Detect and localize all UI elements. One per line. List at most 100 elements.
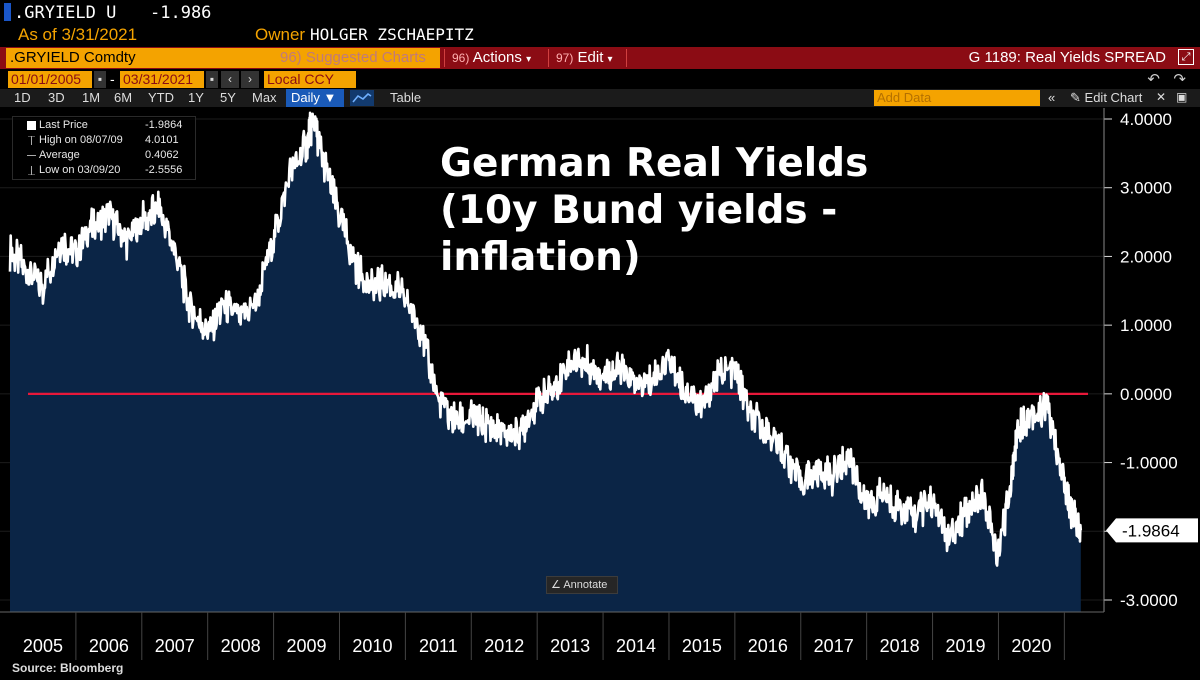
calendar-icon[interactable]: ▪ bbox=[94, 71, 106, 88]
prev-period-icon[interactable]: ‹ bbox=[221, 71, 239, 88]
x-tick-label: 2018 bbox=[880, 636, 920, 656]
x-tick-label: 2013 bbox=[550, 636, 590, 656]
header-asof-line: As of 3/31/2021 Owner HOLGER ZSCHAEPITZ bbox=[0, 24, 1200, 46]
security-field-text: .GRYIELD Comdty bbox=[10, 49, 136, 66]
calendar-icon[interactable]: ▪ bbox=[206, 71, 218, 88]
add-data-input[interactable]: Add Data bbox=[874, 90, 1040, 106]
range-6m[interactable]: 6M bbox=[114, 90, 133, 105]
currency-value: Local CCY bbox=[267, 71, 334, 87]
suggested-charts-num: 96) bbox=[280, 49, 302, 66]
edit-button[interactable]: 97) Edit ▾ bbox=[552, 48, 617, 68]
x-tick-label: 2016 bbox=[748, 636, 788, 656]
next-period-icon[interactable]: › bbox=[241, 71, 259, 88]
x-tick-label: 2007 bbox=[155, 636, 195, 656]
start-date-input[interactable]: 01/01/2005 bbox=[8, 71, 92, 88]
range-ytd[interactable]: YTD bbox=[148, 90, 174, 105]
toolbar-divider bbox=[548, 49, 549, 67]
expand-icon[interactable]: ⤢ bbox=[1178, 49, 1194, 65]
chevron-down-icon: ▾ bbox=[526, 54, 532, 65]
stat-value: -2.5556 bbox=[145, 164, 183, 176]
security-field[interactable]: .GRYIELD Comdty bbox=[6, 48, 440, 68]
series-line bbox=[8, 111, 1083, 567]
y-tick-label: 2.0000 bbox=[1120, 247, 1172, 266]
edit-chart-button[interactable]: ✎ Edit Chart bbox=[1070, 90, 1142, 106]
x-tick-label: 2014 bbox=[616, 636, 656, 656]
stat-label: Last Price bbox=[39, 119, 88, 131]
table-button[interactable]: Table bbox=[390, 90, 422, 105]
close-icon[interactable]: ✕ bbox=[1156, 90, 1167, 104]
toolbar: .GRYIELD Comdty 96) Suggested Charts 96)… bbox=[0, 47, 1200, 69]
x-tick-label: 2008 bbox=[221, 636, 261, 656]
range-row: 1D 3D 1M 6M YTD 1Y 5Y Max Daily ▼ Table … bbox=[0, 89, 1200, 107]
average-marker-icon bbox=[27, 155, 36, 156]
actions-num: 96) bbox=[452, 51, 470, 65]
last-value-flag bbox=[1106, 518, 1198, 543]
stat-value: 4.0101 bbox=[145, 134, 179, 146]
line-chart-icon[interactable] bbox=[350, 90, 374, 106]
frequency-select[interactable]: Daily ▼ bbox=[286, 89, 344, 107]
range-max[interactable]: Max bbox=[252, 90, 277, 105]
chevron-down-icon: ▼ bbox=[323, 90, 337, 105]
pencil-icon: ∠ bbox=[551, 579, 561, 591]
stat-label: Low on 03/09/20 bbox=[39, 164, 121, 176]
range-5y[interactable]: 5Y bbox=[220, 90, 236, 105]
x-axis: 2005 2006 2007 2008 2009 2010 2011 2012 2013 2014… bbox=[0, 611, 1104, 660]
panel-toggle-icon[interactable]: ▣ bbox=[1176, 90, 1188, 104]
redo-icon[interactable]: ↷ bbox=[1173, 71, 1186, 88]
actions-button[interactable]: 96) Actions ▾ bbox=[448, 48, 535, 68]
header-value: -1.986 bbox=[150, 3, 212, 23]
actions-label: Actions bbox=[472, 49, 522, 66]
edit-num: 97) bbox=[556, 51, 574, 65]
annotate-button[interactable]: ∠ Annotate bbox=[546, 576, 618, 594]
add-data-placeholder: Add Data bbox=[877, 90, 932, 105]
graph-title: G 1189: Real Yields SPREAD bbox=[968, 49, 1166, 66]
title-line: German Real Yields bbox=[440, 141, 869, 186]
owner-name: HOLGER ZSCHAEPITZ bbox=[310, 25, 474, 44]
date-range-row: 01/01/2005 ▪ - 03/31/2021 ▪ ‹ › Local CC… bbox=[0, 69, 1200, 89]
currency-select[interactable]: Local CCY bbox=[264, 71, 356, 88]
range-3d[interactable]: 3D bbox=[48, 90, 65, 105]
y-tick-label: 3.0000 bbox=[1120, 179, 1172, 198]
footer bbox=[0, 660, 1200, 680]
chevron-down-icon: ▾ bbox=[607, 54, 613, 65]
annotate-label: Annotate bbox=[563, 579, 608, 591]
security-marker bbox=[4, 3, 11, 21]
suggested-charts-button[interactable]: 96) Suggested Charts bbox=[280, 49, 426, 66]
title-line: (10y Bund yields - bbox=[440, 188, 838, 233]
toolbar-divider bbox=[444, 49, 445, 67]
collapse-icon[interactable]: « bbox=[1048, 90, 1056, 105]
legend-stats-box: Last Price -1.9864 High on 08/07/09 4.01… bbox=[12, 116, 196, 180]
last-value-marker: -1.9864 bbox=[1106, 518, 1198, 543]
x-tick-label: 2019 bbox=[945, 636, 985, 656]
undo-icon[interactable]: ↶ bbox=[1147, 71, 1160, 88]
x-tick-label: 2015 bbox=[682, 636, 722, 656]
x-tick-label: 2009 bbox=[287, 636, 327, 656]
end-date-value: 03/31/2021 bbox=[123, 71, 194, 87]
stat-value: 0.4062 bbox=[145, 149, 179, 161]
x-tick-label: 2012 bbox=[484, 636, 524, 656]
low-marker-icon bbox=[28, 166, 35, 175]
stat-value: -1.9864 bbox=[145, 119, 183, 131]
x-tick-label: 2020 bbox=[1011, 636, 1051, 656]
pencil-icon: ✎ bbox=[1070, 90, 1081, 105]
stat-high: High on 08/07/09 4.0101 bbox=[13, 134, 197, 148]
start-date-value: 01/01/2005 bbox=[11, 71, 82, 87]
stat-average: Average 0.4062 bbox=[13, 149, 197, 163]
range-1d[interactable]: 1D bbox=[14, 90, 31, 105]
title-line: inflation) bbox=[440, 235, 641, 280]
as-of-date: As of 3/31/2021 bbox=[18, 25, 138, 44]
x-tick-label: 2005 bbox=[23, 636, 63, 656]
x-tick-label: 2011 bbox=[419, 636, 458, 656]
x-tick-label: 2017 bbox=[814, 636, 854, 656]
stat-low: Low on 03/09/20 -2.5556 bbox=[13, 164, 197, 178]
range-1m[interactable]: 1M bbox=[82, 90, 101, 105]
y-tick-label: 4.0000 bbox=[1120, 110, 1172, 129]
end-date-input[interactable]: 03/31/2021 bbox=[120, 71, 204, 88]
range-1y[interactable]: 1Y bbox=[188, 90, 204, 105]
series-swatch-icon bbox=[27, 121, 36, 130]
x-tick-label: 2010 bbox=[352, 636, 392, 656]
stat-last-price: Last Price -1.9864 bbox=[13, 119, 197, 133]
stat-label: Average bbox=[39, 149, 80, 161]
toolbar-divider bbox=[626, 49, 627, 67]
ticker: .GRYIELD U bbox=[14, 3, 117, 23]
